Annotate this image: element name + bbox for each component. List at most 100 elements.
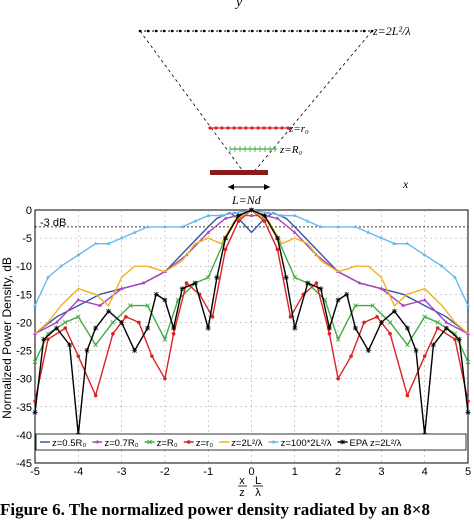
far-field-point [298,29,302,33]
r0-point [232,126,236,130]
legend-label: z=0.7R₀ [104,438,138,449]
x-axis-marker: x [402,177,409,191]
data-point [435,326,440,330]
legend-item: z=0.5R₀ [40,438,86,449]
data-point [392,241,397,245]
far-field-point [314,29,318,33]
far-field-point [138,29,142,33]
data-point [33,303,37,307]
y-tick-label: -45 [16,458,32,470]
data-point [232,210,237,215]
far-field-point [258,29,262,33]
far-field-point [330,29,334,33]
data-point [150,354,154,358]
r0-point [208,126,212,130]
far-field-point [290,29,294,33]
far-field-point [370,29,374,33]
data-point [349,354,353,358]
R0-points [229,146,276,152]
x-tick-label: -2 [160,466,170,478]
data-point [413,348,419,354]
data-point [54,325,60,331]
data-point [353,303,358,308]
data-point [62,320,68,325]
legend-item: EPA z=2L²/λ [337,438,402,449]
legend-label: z=2L²/λ [231,438,263,449]
x-tick-label: -4 [73,466,83,478]
r0-points [208,126,290,130]
x-tick-label: 4 [422,466,428,478]
data-point [344,291,350,297]
data-point [106,308,112,314]
data-point [365,348,371,354]
far-field-point [346,29,350,33]
far-field-point [178,29,182,33]
far-field-point [170,29,174,33]
data-point [205,275,211,280]
data-point [292,275,298,280]
far-field-label: z=2L²/λ [372,24,411,38]
data-point [422,314,428,320]
data-point [54,320,59,324]
r0-point [226,126,230,130]
legend-item: z=100*2L²/λ [268,438,332,449]
data-point [205,325,211,331]
r0-point [286,126,290,130]
data-point [93,325,99,331]
aperture-bar [210,170,268,175]
data-point [405,393,410,398]
data-point [401,303,406,307]
y-tick-labels: 0 -5 -10 -15 -20 -25 -30 -35 -40 -45 [16,205,32,470]
data-point [111,331,115,336]
far-field-point [218,29,222,33]
data-point [453,337,457,342]
data-point [32,409,38,415]
data-point [430,342,436,348]
r0-point [250,126,254,130]
figure-caption: Figure 6. The normalized power density r… [0,500,430,519]
legend-label: z=100*2L²/λ [281,438,332,449]
data-point [119,235,124,240]
far-field-point [202,29,206,33]
data-point [124,315,128,319]
y-tick-label: -20 [16,317,32,329]
data-point [314,281,319,285]
r0-point [238,126,242,130]
data-point [93,241,98,245]
data-point [266,210,271,215]
data-point [327,331,332,336]
minus-3db-annotation: -3 dB [40,217,66,229]
data-point [453,275,458,279]
data-point [422,297,427,302]
data-point [75,314,81,320]
x-tick-label: 0 [248,466,254,478]
r0-point [268,126,272,130]
data-point [145,224,150,229]
data-point [440,264,445,268]
data-point [357,280,362,285]
data-point [219,213,224,217]
x-tick-label: 1 [292,466,298,478]
data-point [305,280,311,286]
r0-point [262,126,266,130]
data-point [444,320,449,324]
data-point [422,354,427,358]
data-point [127,303,133,308]
far-field-point [282,29,286,33]
data-point [141,280,146,285]
data-point [93,393,98,398]
data-point [336,224,341,229]
r0-point [244,126,248,130]
data-point [404,325,410,331]
data-point [132,348,138,354]
data-point [353,224,358,229]
legend-item: z=2L²/λ [219,438,263,449]
far-field-point [234,29,238,33]
far-field-points [138,29,374,33]
data-point [340,439,346,445]
power-density-chart: -3 dB -5 -4 -3 -2 -1 0 1 2 3 4 5 0-5-10-15-20-25-3… [0,205,471,499]
data-point [405,342,410,348]
figure: y z=2L²/λ z=r₀ z=R₀ L=Nd x -3 dB -5 -4 -3-… [0,0,471,499]
y-axis-label: y [234,0,243,10]
data-point [106,241,111,245]
